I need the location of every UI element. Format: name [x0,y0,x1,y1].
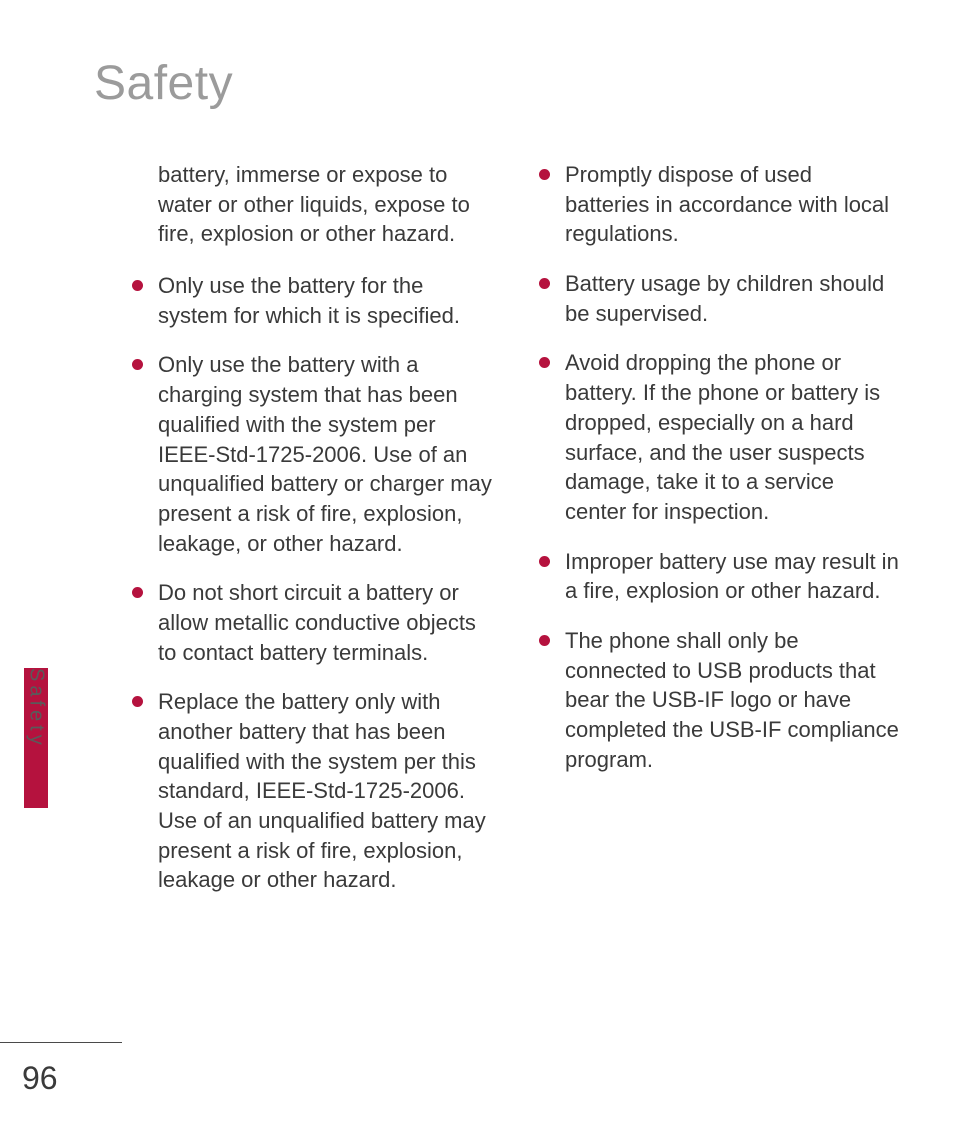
page-title: Safety [94,56,233,111]
side-tab-label: Safety [25,668,48,749]
list-item: The phone shall only be connected to USB… [537,626,900,774]
right-column: Promptly dispose of used batteries in ac… [537,160,900,915]
footer-rule [0,1042,122,1043]
intro-paragraph: battery, immerse or expose to water or o… [158,160,493,249]
list-item: Promptly dispose of used batteries in ac… [537,160,900,249]
content-columns: battery, immerse or expose to water or o… [130,160,900,915]
list-item: Only use the battery for the system for … [130,271,493,330]
section-side-tab: Safety [24,668,48,808]
left-column: battery, immerse or expose to water or o… [130,160,493,915]
right-bullet-list: Promptly dispose of used batteries in ac… [537,160,900,774]
list-item: Battery usage by children should be supe… [537,269,900,328]
list-item: Only use the battery with a charging sys… [130,350,493,558]
page-number: 96 [22,1060,58,1097]
list-item: Do not short circuit a battery or allow … [130,578,493,667]
left-bullet-list: Only use the battery for the system for … [130,271,493,895]
list-item: Improper battery use may result in a fir… [537,547,900,606]
list-item: Replace the battery only with another ba… [130,687,493,895]
list-item: Avoid dropping the phone or battery. If … [537,348,900,526]
